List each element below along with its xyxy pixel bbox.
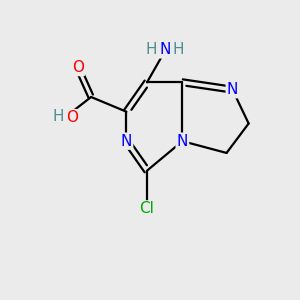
Text: N: N — [177, 134, 188, 149]
Text: N: N — [121, 134, 132, 149]
Text: H: H — [172, 42, 184, 57]
Text: Cl: Cl — [140, 201, 154, 216]
Text: N: N — [227, 82, 238, 97]
Text: H: H — [146, 42, 157, 57]
Text: H: H — [53, 109, 64, 124]
Text: O: O — [72, 60, 84, 75]
Text: O: O — [66, 110, 78, 125]
Text: N: N — [159, 42, 170, 57]
